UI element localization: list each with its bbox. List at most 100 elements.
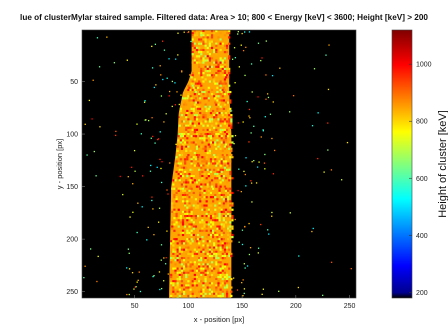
cluster-pixel: [171, 221, 174, 224]
noise-hit: [289, 212, 291, 214]
cluster-pixel: [213, 292, 216, 295]
cluster-pixel: [200, 179, 203, 182]
noise-hit: [166, 189, 168, 191]
cluster-pixel: [206, 246, 209, 249]
cluster-pixel: [183, 120, 186, 123]
cluster-pixel: [217, 69, 220, 73]
cluster-pixel: [173, 193, 176, 197]
cluster-pixel: [218, 187, 221, 190]
cluster-pixel: [218, 189, 221, 192]
noise-hit: [136, 123, 138, 125]
cluster-pixel: [206, 259, 209, 262]
cluster-pixel: [216, 82, 219, 85]
cluster-pixel: [227, 101, 230, 104]
noise-hit: [131, 272, 134, 274]
cluster-pixel: [178, 248, 181, 251]
noise-hit: [159, 65, 161, 67]
cluster-pixel: [181, 219, 185, 222]
cluster-pixel: [204, 65, 207, 68]
cluster-pixel: [212, 223, 215, 226]
cluster-pixel: [208, 40, 211, 43]
cluster-pixel: [173, 204, 176, 207]
cluster-pixel: [184, 172, 187, 176]
cluster-pixel: [180, 248, 184, 251]
cluster-pixel: [227, 135, 230, 138]
cluster-pixel: [175, 170, 178, 174]
cluster-pixel: [230, 286, 233, 289]
cluster-pixel: [224, 204, 228, 207]
cluster-pixel: [189, 181, 192, 184]
cluster-pixel: [225, 246, 229, 249]
cluster-pixel: [188, 238, 191, 241]
cluster-pixel: [228, 248, 231, 251]
cluster-pixel: [210, 269, 214, 272]
cluster-pixel: [195, 296, 199, 298]
cluster-pixel: [208, 126, 211, 129]
cluster-pixel: [225, 40, 229, 43]
cluster-pixel: [221, 168, 224, 171]
cluster-pixel: [198, 290, 201, 293]
cluster-pixel: [213, 130, 216, 134]
cluster-pixel: [189, 185, 192, 188]
y-tick-label: 250: [66, 289, 78, 296]
cluster-pixel: [188, 99, 191, 102]
noise-hit: [266, 93, 269, 95]
cluster-pixel: [193, 118, 196, 121]
cluster-pixel: [217, 269, 220, 272]
cluster-pixel: [216, 107, 219, 110]
cluster-pixel: [187, 124, 190, 127]
cluster-pixel: [184, 198, 187, 201]
cluster-pixel: [225, 124, 229, 127]
cluster-pixel: [188, 172, 191, 176]
noise-hit: [136, 281, 138, 283]
cluster-pixel: [190, 229, 193, 232]
cluster-pixel: [203, 139, 206, 142]
cluster-pixel: [204, 46, 207, 50]
cluster-pixel: [218, 204, 221, 207]
cluster-pixel: [189, 275, 192, 279]
cluster-pixel: [219, 246, 222, 249]
noise-hit: [98, 66, 101, 68]
cluster-pixel: [203, 221, 206, 224]
cluster-pixel: [198, 185, 201, 188]
cluster-pixel: [214, 229, 217, 232]
cluster-pixel: [200, 69, 203, 73]
cluster-pixel: [187, 240, 190, 243]
cluster-pixel: [218, 82, 221, 85]
cluster-pixel: [224, 135, 228, 138]
cluster-pixel: [206, 57, 209, 60]
cluster-pixel: [219, 32, 222, 35]
cluster-pixel: [228, 36, 231, 39]
cluster-pixel: [195, 48, 199, 52]
cluster-pixel: [193, 290, 196, 293]
cluster-pixel: [202, 250, 205, 253]
cluster-pixel: [176, 267, 179, 270]
cluster-pixel: [215, 44, 218, 47]
cluster-pixel: [198, 46, 201, 50]
cluster-pixel: [192, 137, 195, 140]
cluster-pixel: [198, 164, 201, 167]
cluster-pixel: [177, 139, 180, 142]
noise-hit: [95, 175, 97, 177]
cluster-pixel: [223, 154, 227, 157]
noise-hit: [248, 222, 250, 225]
cluster-pixel: [218, 135, 221, 138]
cluster-pixel: [199, 175, 202, 178]
cluster-pixel: [208, 240, 211, 243]
cluster-pixel: [218, 86, 221, 89]
cluster-pixel: [190, 160, 193, 163]
cluster-pixel: [201, 90, 204, 94]
cluster-pixel: [219, 65, 222, 68]
noise-hit: [140, 133, 142, 135]
cluster-pixel: [188, 214, 191, 218]
cluster-pixel: [189, 282, 192, 285]
cluster-pixel: [207, 99, 210, 102]
cluster-pixel: [201, 156, 204, 159]
cluster-pixel: [203, 160, 206, 163]
cluster-pixel: [215, 261, 218, 264]
cluster-pixel: [210, 57, 214, 60]
cluster-pixel: [194, 238, 198, 241]
cluster-pixel: [208, 288, 211, 291]
cluster-pixel: [191, 128, 194, 131]
noise-hit: [249, 117, 251, 119]
